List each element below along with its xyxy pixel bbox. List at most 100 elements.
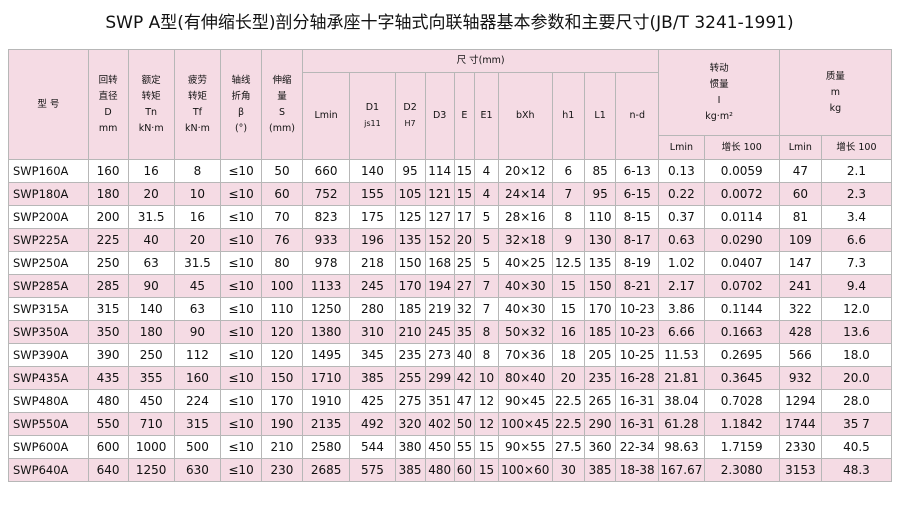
table-cell: 13.6 <box>820 320 893 344</box>
table-cell: 355 <box>127 366 175 390</box>
table-cell: 140 <box>349 159 396 183</box>
table-cell: 55 <box>453 435 476 459</box>
table-row: SWP225A 225 40 20 ≤10 76 933 196 135 152 20 5 32×18 9… <box>8 228 893 252</box>
table-cell: 6.6 <box>820 228 893 252</box>
table-cell: 0.0702 <box>703 274 780 298</box>
table-row: SWP180A 180 20 10 ≤10 60 752 155 105 121 15 4 24×14 7… <box>8 182 893 206</box>
table-cell: 250 <box>127 343 175 367</box>
table-cell: 6 <box>551 159 585 183</box>
table-cell: 48.3 <box>820 458 893 482</box>
table-cell: 28×16 <box>497 205 553 229</box>
table-cell: 752 <box>301 182 351 206</box>
table-cell: 150 <box>261 366 303 390</box>
table-cell: 351 <box>424 389 455 413</box>
table-cell: 12.0 <box>820 297 893 321</box>
table-cell: 2580 <box>301 435 351 459</box>
cell-model: SWP180A <box>8 182 89 206</box>
table-cell: 16 <box>173 205 222 229</box>
header-d2: D2 H7 <box>394 72 426 160</box>
cell-model: SWP640A <box>8 458 89 482</box>
table-cell: 2.3 <box>820 182 893 206</box>
table-cell: 8 <box>474 343 499 367</box>
table-cell: 345 <box>349 343 396 367</box>
header-h1: h1 <box>551 72 585 160</box>
table-cell: 315 <box>173 412 222 436</box>
table-cell: 9 <box>551 228 585 252</box>
table-cell: 428 <box>778 320 822 344</box>
table-cell: 22-34 <box>615 435 660 459</box>
table-cell: 70×36 <box>497 343 553 367</box>
table-cell: 168 <box>424 251 455 275</box>
table-cell: 600 <box>87 435 129 459</box>
table-cell: ≤10 <box>220 205 262 229</box>
table-cell: 210 <box>394 320 426 344</box>
table-cell: 127 <box>424 205 455 229</box>
table-cell: 480 <box>424 458 455 482</box>
table-cell: 40×30 <box>497 297 553 321</box>
table-cell: 0.22 <box>658 182 705 206</box>
table-cell: 40×25 <box>497 251 553 275</box>
table-cell: ≤10 <box>220 343 262 367</box>
table-cell: 150 <box>394 251 426 275</box>
table-cell: 710 <box>127 412 175 436</box>
table-cell: 42 <box>453 366 476 390</box>
table-cell: 219 <box>424 297 455 321</box>
header-e1: E1 <box>474 72 499 160</box>
header-dimensions: 尺 寸(mm) <box>301 49 660 73</box>
table-cell: 320 <box>394 412 426 436</box>
table-cell: 16-31 <box>615 389 660 413</box>
table-cell: 170 <box>583 297 617 321</box>
table-cell: 660 <box>301 159 351 183</box>
table-cell: 170 <box>261 389 303 413</box>
table-cell: 20.0 <box>820 366 893 390</box>
table-cell: 15 <box>453 159 476 183</box>
table-cell: 640 <box>87 458 129 482</box>
table-cell: 480 <box>87 389 129 413</box>
table-cell: ≤10 <box>220 458 262 482</box>
table-cell: 978 <box>301 251 351 275</box>
table-cell: 1.1842 <box>703 412 780 436</box>
table-row: SWP350A 350 180 90 ≤10 120 1380 310 210 245 35 8 50×… <box>8 320 893 344</box>
table-cell: 60 <box>778 182 822 206</box>
table-cell: 100×45 <box>497 412 553 436</box>
table-cell: ≤10 <box>220 320 262 344</box>
table-cell: 15 <box>453 182 476 206</box>
table-cell: 21.81 <box>658 366 705 390</box>
table-cell: 290 <box>583 412 617 436</box>
table-cell: 0.0407 <box>703 251 780 275</box>
table-cell: 2135 <box>301 412 351 436</box>
table-cell: 20 <box>127 182 175 206</box>
table-row: SWP160A 160 16 8 ≤10 50 660 140 95 114 15 4 20×12 6 85… <box>8 159 893 183</box>
table-cell: 175 <box>349 205 396 229</box>
table-cell: 315 <box>87 297 129 321</box>
table-cell: 310 <box>349 320 396 344</box>
table-row: SWP480A 480 450 224 ≤10 170 1910 425 275 351 47 12 9… <box>8 389 893 413</box>
table-row: SWP435A 435 355 160 ≤10 150 1710 385 255 299 42 10 8… <box>8 366 893 390</box>
table-cell: 112 <box>173 343 222 367</box>
table-cell: 544 <box>349 435 396 459</box>
table-cell: 450 <box>127 389 175 413</box>
table-cell: 22.5 <box>551 412 585 436</box>
cell-model: SWP350A <box>8 320 89 344</box>
table-cell: 1710 <box>301 366 351 390</box>
header-e: E <box>453 72 476 160</box>
table-cell: 80×40 <box>497 366 553 390</box>
table-cell: ≤10 <box>220 412 262 436</box>
table-cell: 450 <box>424 435 455 459</box>
table-cell: 45 <box>173 274 222 298</box>
table-cell: 575 <box>349 458 396 482</box>
table-cell: 0.1663 <box>703 320 780 344</box>
table-cell: 8-17 <box>615 228 660 252</box>
table-cell: ≤10 <box>220 182 262 206</box>
table-cell: 250 <box>87 251 129 275</box>
table-cell: 492 <box>349 412 396 436</box>
table-cell: 9.4 <box>820 274 893 298</box>
table-cell: 152 <box>424 228 455 252</box>
cell-model: SWP550A <box>8 412 89 436</box>
table-cell: 90 <box>173 320 222 344</box>
table-cell: 823 <box>301 205 351 229</box>
table-cell: 28.0 <box>820 389 893 413</box>
table-cell: 18 <box>551 343 585 367</box>
table-cell: 114 <box>424 159 455 183</box>
table-cell: 40.5 <box>820 435 893 459</box>
